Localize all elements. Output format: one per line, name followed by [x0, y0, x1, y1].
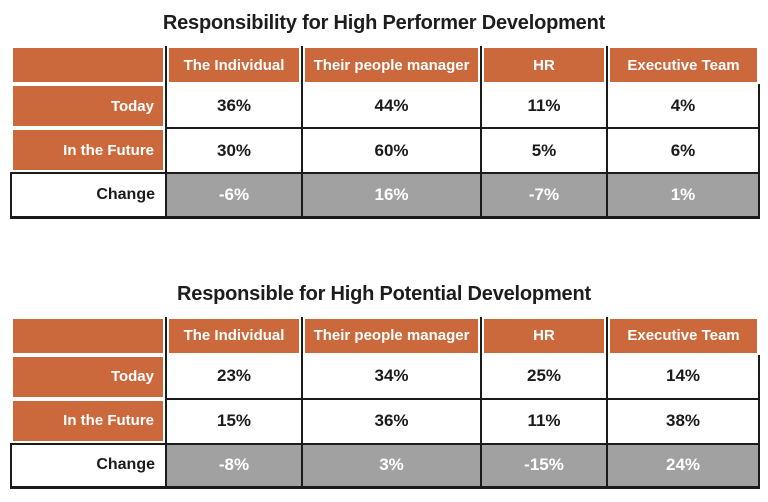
value-cell: 6% — [606, 128, 760, 174]
change-value-cell: 24% — [606, 442, 760, 489]
col-header-label: Their people manager — [305, 48, 478, 82]
col-header-the-individual: The Individual — [165, 46, 302, 84]
row-label: In the Future — [13, 400, 163, 441]
value-cell: 25% — [480, 354, 607, 400]
value-cell: 23% — [165, 354, 302, 400]
change-value-cell: 3% — [301, 442, 481, 489]
value-cell: 60% — [301, 128, 481, 174]
col-header-label: Executive Team — [610, 48, 757, 82]
row-label: Today — [13, 86, 163, 126]
change-value-cell: -15% — [480, 442, 607, 489]
col-header-executive-team: Executive Team — [606, 46, 759, 84]
high-potential-title: Responsible for High Potential Developme… — [177, 282, 591, 305]
row-in-the-future: In the Future 30% 60% 5% 6% — [11, 128, 760, 174]
col-header-executive-team: Executive Team — [606, 316, 759, 355]
header-row: The Individual Their people manager HR E… — [11, 316, 759, 355]
change-value-cell: 16% — [301, 172, 481, 219]
value-cell: 36% — [301, 398, 481, 445]
col-header-label: Their people manager — [305, 318, 478, 353]
col-header-the-individual: The Individual — [165, 316, 302, 355]
row-label-cell: In the Future — [11, 128, 166, 173]
value-cell: 30% — [165, 128, 302, 174]
high-performer-table: The Individual Their people manager HR E… — [10, 46, 760, 219]
row-label: Today — [13, 356, 163, 397]
value-cell: 4% — [606, 84, 760, 129]
value-cell: 11% — [480, 398, 607, 445]
col-header-people-manager: Their people manager — [301, 316, 481, 355]
row-in-the-future: In the Future 15% 36% 11% 38% — [11, 398, 760, 445]
row-label-cell: In the Future — [11, 399, 166, 444]
page: Responsibility for High Performer Develo… — [0, 12, 768, 489]
row-label-cell: Today — [11, 84, 166, 128]
header-row: The Individual Their people manager HR E… — [11, 46, 759, 84]
value-cell: 38% — [606, 398, 760, 445]
value-cell: 11% — [480, 84, 607, 129]
corner-cell — [11, 316, 167, 355]
col-header-label: HR — [484, 318, 604, 353]
change-value-cell: -6% — [165, 172, 302, 219]
col-header-label: The Individual — [169, 48, 299, 82]
row-change: Change -6% 16% -7% 1% — [10, 172, 760, 219]
change-value-cell: -8% — [165, 442, 302, 489]
row-today: Today 36% 44% 11% 4% — [11, 84, 760, 129]
high-potential-figure: Responsible for High Potential Developme… — [0, 282, 768, 489]
row-today: Today 23% 34% 25% 14% — [11, 354, 760, 400]
change-value-cell: 1% — [606, 172, 760, 219]
value-cell: 44% — [301, 84, 481, 129]
value-cell: 36% — [165, 84, 302, 129]
row-label: In the Future — [13, 130, 163, 170]
change-label-cell: Change — [10, 442, 167, 489]
corner-cell — [11, 46, 167, 84]
corner-fill — [13, 48, 163, 82]
row-label-cell: Today — [11, 355, 166, 399]
value-cell: 5% — [480, 128, 607, 174]
corner-fill — [13, 318, 163, 353]
col-header-people-manager: Their people manager — [301, 46, 481, 84]
value-cell: 15% — [165, 398, 302, 445]
col-header-label: HR — [484, 48, 604, 82]
high-performer-title: Responsibility for High Performer Develo… — [162, 12, 606, 34]
change-value-cell: -7% — [480, 172, 607, 219]
high-potential-table: The Individual Their people manager HR E… — [10, 316, 760, 489]
change-label-cell: Change — [10, 172, 167, 219]
value-cell: 14% — [606, 354, 760, 400]
row-change: Change -8% 3% -15% 24% — [10, 442, 760, 489]
col-header-label: The Individual — [169, 318, 299, 353]
value-cell: 34% — [301, 354, 481, 400]
col-header-hr: HR — [480, 46, 607, 84]
col-header-hr: HR — [480, 316, 607, 355]
high-performer-figure: Responsibility for High Performer Develo… — [0, 12, 768, 219]
col-header-label: Executive Team — [610, 318, 757, 353]
